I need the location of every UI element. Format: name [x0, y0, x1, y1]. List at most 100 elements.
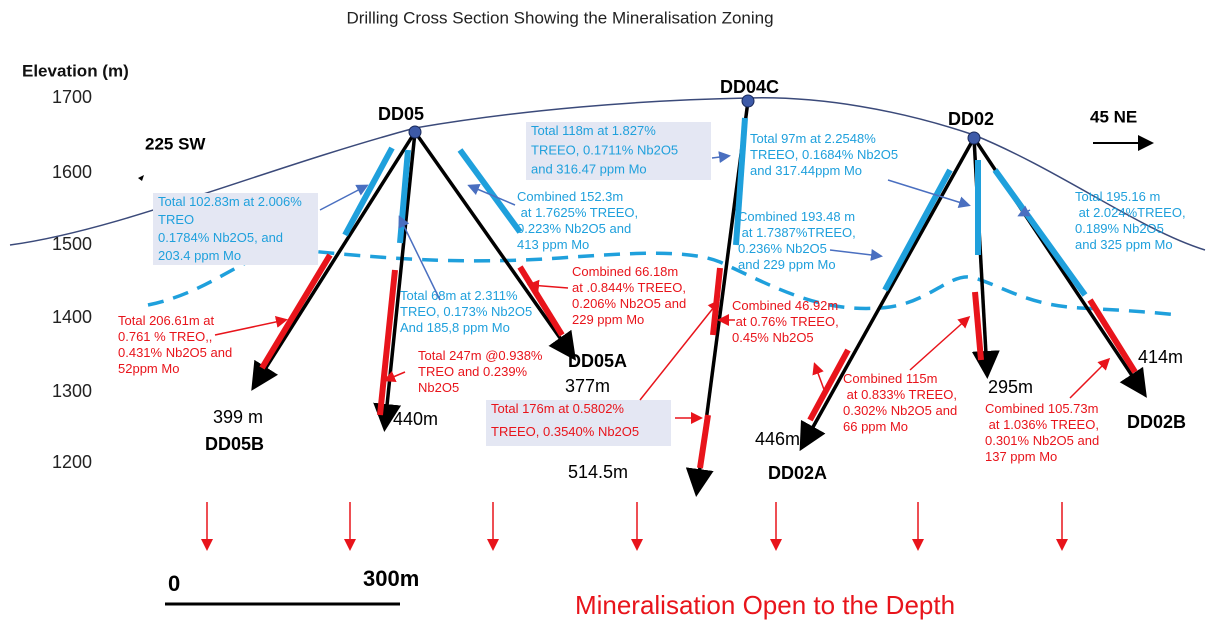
axis-label: Elevation (m): [22, 61, 129, 80]
hole-name: DD05A: [568, 351, 627, 371]
drill-hole: [413, 130, 577, 361]
elevation-tick: 1600: [52, 162, 92, 182]
collar: [741, 94, 755, 108]
annotation: Total 206.61m at 0.761 % TREO,, 0.431% Nb2…: [118, 313, 232, 376]
elevation-tick: 1300: [52, 381, 92, 401]
annotation-line: at 0.76% TREEO,: [732, 314, 839, 329]
leader-arrow: [398, 215, 441, 301]
hole-name: DD02B: [1127, 412, 1186, 432]
elevation-tick: 1700: [52, 87, 92, 107]
annotation-line: And 185,8 ppm Mo: [400, 320, 510, 335]
annotation: Combined 105.73m at 1.036% TREEO, 0.301% …: [985, 401, 1099, 464]
high-grade-interval: [457, 148, 523, 234]
annotation-line: Total 195.16 m: [1075, 189, 1160, 204]
annotation-line: at 1.7387%TREEO,: [738, 225, 856, 240]
annotation-line: 229 ppm Mo: [572, 312, 644, 327]
title: Drilling Cross Section Showing the Miner…: [346, 8, 773, 27]
leader-arrow: [319, 184, 369, 211]
annotation-line: TREO and 0.239%: [418, 364, 528, 379]
annotation-line: Combined 66.18m: [572, 264, 678, 279]
annotation-line: and 317.44ppm Mo: [750, 163, 862, 178]
annotation-line: TREO, 0.173% Nb2O5: [400, 304, 532, 319]
leader-arrow: [887, 179, 971, 209]
annotation-line: at 1.036% TREEO,: [985, 417, 1099, 432]
elevation-tick: 1200: [52, 452, 92, 472]
annotation-line: 137 ppm Mo: [985, 449, 1057, 464]
annotation-line: 0.189% Nb2O5: [1075, 221, 1164, 236]
mineralised-interval: [377, 269, 398, 416]
scale-end: 300m: [363, 566, 419, 591]
annotation-line: Combined 152.3m: [517, 189, 623, 204]
annotation-box: [526, 122, 711, 180]
annotation-line: 0.301% Nb2O5 and: [985, 433, 1099, 448]
annotation-line: 203.4 ppm Mo: [158, 248, 241, 263]
annotation: Combined 193.48 m at 1.7387%TREEO, 0.236%…: [738, 209, 856, 272]
elevation-tick: 1400: [52, 307, 92, 327]
annotation: Total 176m at 0.5802% TREEO, 0.3540% Nb2O…: [491, 401, 639, 439]
annotation: Total 97m at 2.2548% TREEO, 0.1684% Nb2O5…: [750, 131, 898, 178]
leader-arrow: [829, 248, 883, 261]
annotation-line: 0.45% Nb2O5: [732, 330, 814, 345]
annotation: Total 68m at 2.311% TREO, 0.173% Nb2O5 And…: [400, 288, 532, 335]
annotation-line: Total 247m @0.938%: [418, 348, 543, 363]
annotation-line: 0.206% Nb2O5 and: [572, 296, 686, 311]
hole-depth: 399 m: [213, 407, 263, 427]
annotation-line: Total 176m at 0.5802%: [491, 401, 624, 416]
hole-name: DD04C: [720, 77, 779, 97]
mineralised-interval: [697, 414, 711, 469]
mineralised-interval: [259, 253, 333, 370]
hole-name: DD02: [948, 109, 994, 129]
annotation-line: 0.223% Nb2O5 and: [517, 221, 631, 236]
hole-depth: 414m: [1138, 347, 1183, 367]
annotation-line: TREEO, 0.1684% Nb2O5: [750, 147, 898, 162]
footer: Mineralisation Open to the Depth: [575, 590, 955, 620]
hole-depth: 446m: [755, 429, 800, 449]
annotation-line: 66 ppm Mo: [843, 419, 908, 434]
annotation-line: at 2.024%TREEO,: [1075, 205, 1186, 220]
collar: [967, 131, 981, 145]
high-grade-interval: [882, 168, 953, 292]
annotation-line: and 229 ppm Mo: [738, 257, 836, 272]
mineralised-interval: [517, 265, 565, 337]
annotation-line: at .0.844% TREEO,: [572, 280, 686, 295]
leader-arrow: [1017, 205, 1031, 217]
annotation-line: Total 102.83m at 2.006%: [158, 194, 302, 209]
hole-depth: 514.5m: [568, 462, 628, 482]
high-grade-interval: [733, 117, 748, 246]
annotation-line: Total 97m at 2.2548%: [750, 131, 876, 146]
annotation-box: [486, 400, 671, 446]
annotation-line: Total 118m at 1.827%: [531, 123, 656, 138]
annotation: Combined 152.3m at 1.7625% TREEO, 0.223% …: [517, 189, 638, 252]
annotation-line: at 0.833% TREEO,: [843, 387, 957, 402]
hole-name: DD02A: [768, 463, 827, 483]
labels: 1700 1600 1500 1400 1300 1200 225 SW 45 NE DD05B…: [52, 77, 1186, 551]
leader-arrow: [1069, 357, 1111, 399]
hole-depth: 377m: [565, 376, 610, 396]
annotation-line: 0.1784% Nb2O5, and: [158, 230, 283, 245]
ground-surface: [9, 97, 1206, 251]
scale-start: 0: [168, 571, 180, 596]
annotation: Combined 115m at 0.833% TREEO, 0.302% Nb2…: [843, 371, 957, 434]
annotation-line: Combined 46.92m: [732, 298, 838, 313]
high-grade-interval: [992, 168, 1088, 297]
leader-arrow: [711, 151, 731, 164]
annotation: Total 102.83m at 2.006% TREO 0.1784% Nb2O5…: [158, 194, 302, 263]
annotation: Total 118m at 1.827% TREEO, 0.1711% Nb2O5…: [531, 123, 678, 177]
annotation-line: 0.761 % TREO,,: [118, 329, 212, 344]
intercepts: [259, 117, 1138, 469]
annotation-line: Combined 115m: [843, 371, 937, 386]
annotation-line: TREEO, 0.1711% Nb2O5: [531, 143, 678, 158]
high-grade-interval: [342, 146, 395, 237]
annotation-line: Nb2O5: [418, 380, 459, 395]
annotation: Combined 46.92m at 0.76% TREEO, 0.45% Nb2…: [732, 298, 839, 345]
annotation-line: Total 206.61m at: [118, 313, 215, 328]
drill-hole: [373, 131, 417, 432]
collar: [408, 125, 422, 139]
hole-depth: 440m: [393, 409, 438, 429]
annotation-line: Total 68m at 2.311%: [400, 288, 518, 303]
mineralised-interval: [1087, 298, 1138, 374]
leader-arrow: [467, 183, 516, 206]
direction-left: 225 SW: [145, 134, 206, 153]
drill-hole: [251, 131, 417, 391]
